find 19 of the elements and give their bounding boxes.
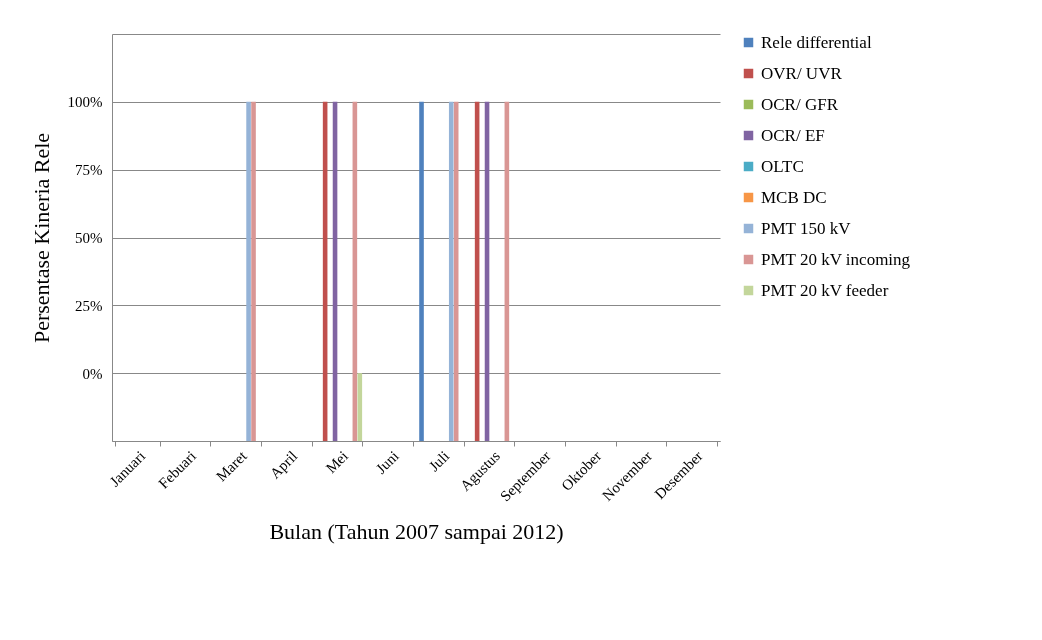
y-tick-label: 0%: [82, 365, 103, 382]
legend-label: OCR/ GFR: [761, 94, 839, 114]
x-tick-label: Juli: [425, 447, 453, 475]
x-tick-label: Mei: [322, 447, 352, 477]
y-tick-label: 50%: [75, 230, 103, 246]
legend-label: OVR/ UVR: [761, 63, 843, 83]
legend-label: OCR/ EF: [761, 125, 825, 145]
legend-label: PMT 20 kV feeder: [761, 280, 889, 300]
legend-label: PMT 150 kV: [761, 218, 852, 238]
legend-label: PMT 20 kV incoming: [761, 249, 911, 269]
y-tick-label: 100%: [67, 94, 103, 111]
legend-label: Rele differential: [761, 32, 872, 52]
y-tick-label: 25%: [75, 297, 103, 314]
x-axis-title: Bulan (Tahun 2007 sampai 2012): [269, 519, 564, 545]
legend-label: OLTC: [761, 156, 804, 176]
legend-label: MCB DC: [761, 187, 827, 207]
x-tick-label: Juni: [372, 447, 402, 477]
y-axis-title: Persentase Kineria Rele: [28, 132, 54, 344]
y-tick-label: 75%: [75, 162, 103, 179]
